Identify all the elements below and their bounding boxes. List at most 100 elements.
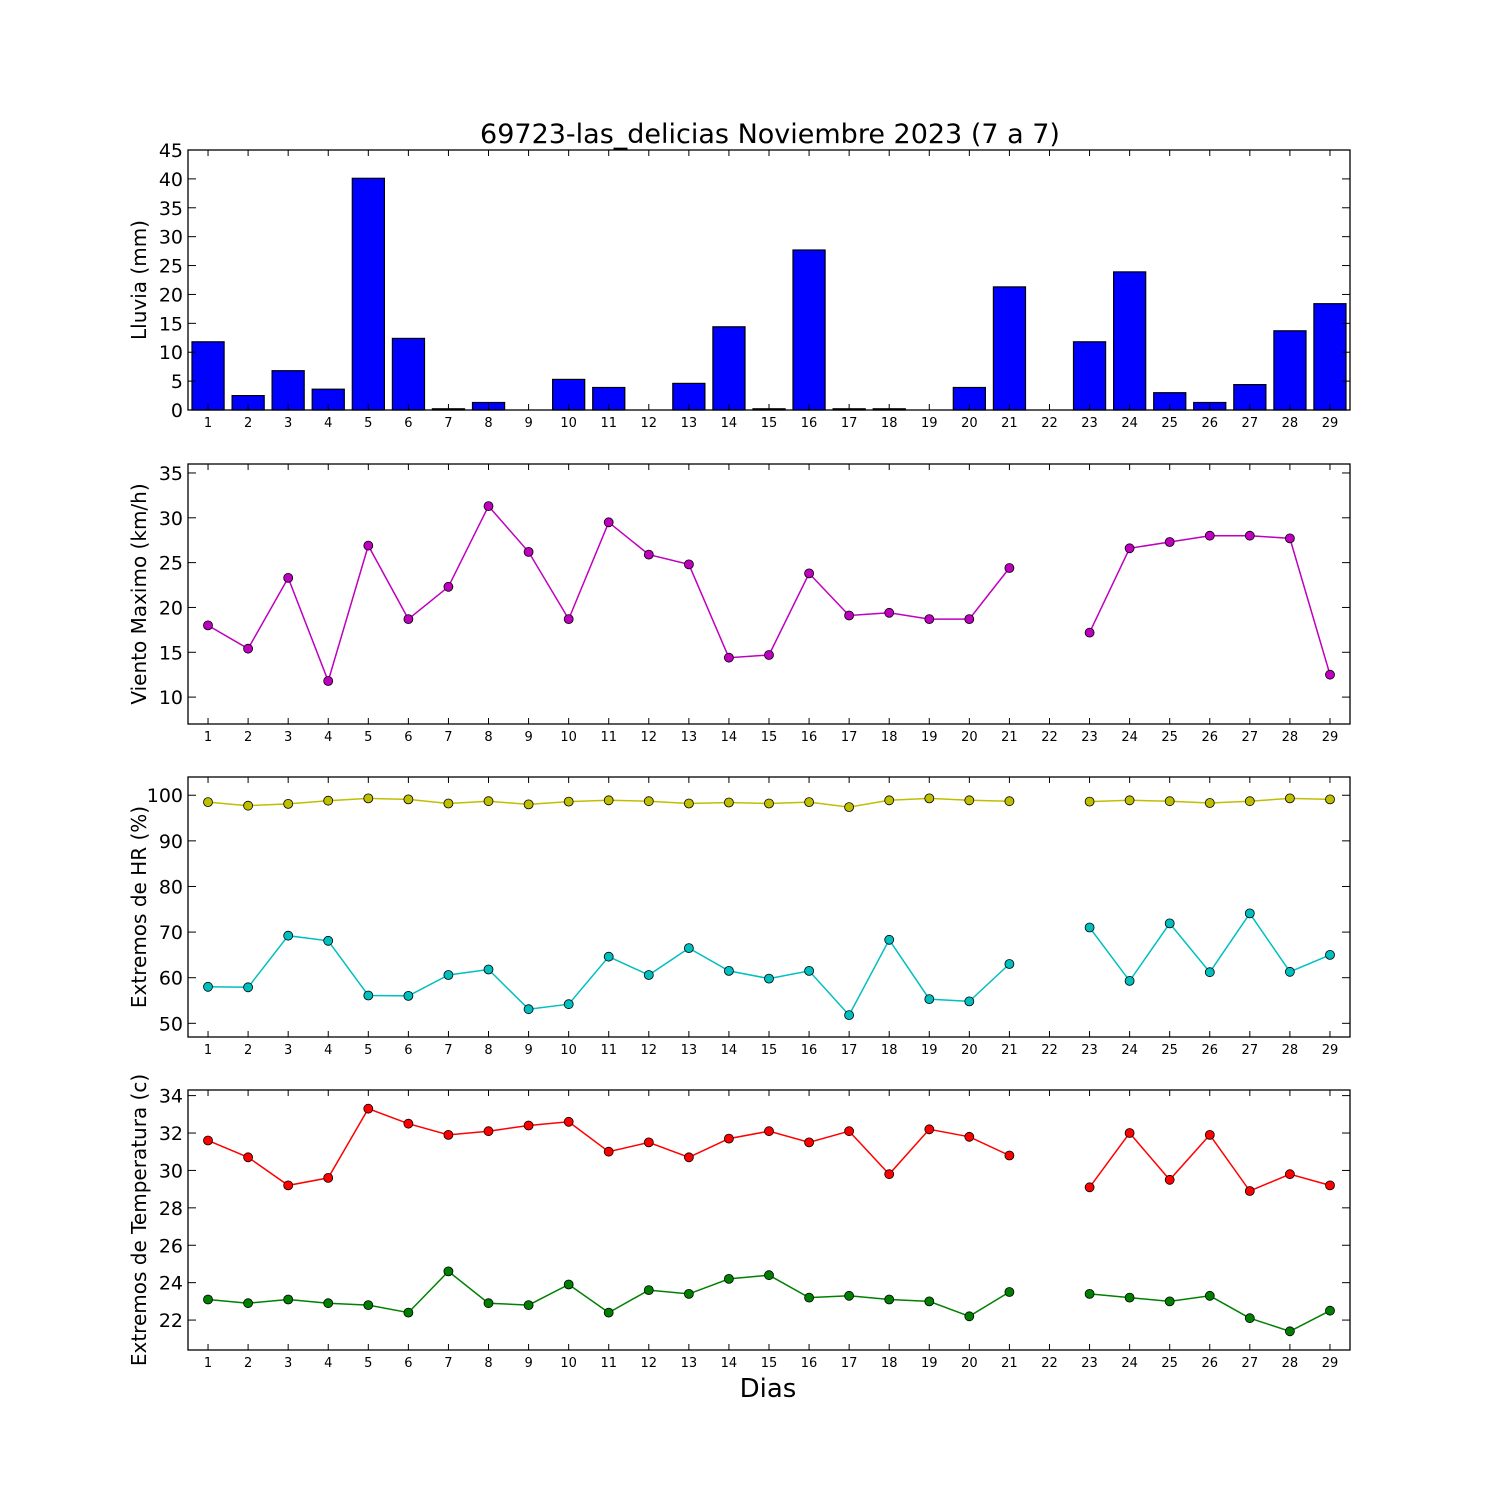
point-humedad-series-1-day-20 [964, 996, 975, 1007]
y-tick-label-humedad-80: 80 [159, 876, 183, 898]
x-tick-label-lluvia-7: 7 [444, 416, 452, 431]
point-temperatura-series-0-day-28 [1285, 1169, 1295, 1180]
x-tick-label-humedad-25: 25 [1161, 1043, 1178, 1058]
x-tick-label-viento-26: 26 [1201, 730, 1218, 745]
point-viento-series-0-day-20 [964, 614, 975, 624]
bar-lluvia-day-3 [271, 370, 305, 411]
bar-lluvia-day-14 [712, 326, 746, 411]
point-viento-series-0-day-5 [363, 540, 374, 551]
x-tick-label-lluvia-15: 15 [761, 416, 778, 431]
x-tick-label-lluvia-5: 5 [364, 416, 372, 431]
y-tick-label-lluvia-30: 30 [159, 227, 183, 249]
point-humedad-series-0-day-10 [563, 796, 574, 807]
x-tick-label-viento-28: 28 [1282, 730, 1299, 745]
point-humedad-series-0-day-23 [1084, 796, 1095, 807]
point-temperatura-series-1-day-27 [1244, 1313, 1255, 1324]
point-humedad-series-0-day-15 [764, 798, 774, 809]
point-temperatura-series-0-day-15 [764, 1126, 774, 1137]
point-temperatura-series-0-day-11 [603, 1146, 614, 1157]
x-tick-label-lluvia-19: 19 [921, 416, 938, 431]
point-temperatura-series-1-day-13 [684, 1289, 694, 1299]
point-temperatura-series-0-day-17 [844, 1126, 854, 1137]
point-temperatura-series-1-day-17 [844, 1290, 854, 1301]
point-humedad-series-1-day-16 [804, 966, 814, 976]
point-humedad-series-0-day-3 [283, 799, 294, 809]
point-viento-series-0-day-27 [1244, 530, 1255, 541]
x-tick-label-lluvia-11: 11 [600, 416, 617, 431]
point-humedad-series-1-day-25 [1164, 918, 1175, 929]
point-temperatura-series-0-day-8 [483, 1126, 494, 1137]
point-temperatura-series-1-day-10 [563, 1279, 574, 1290]
x-tick-label-temperatura-1: 1 [204, 1356, 212, 1371]
x-tick-label-lluvia-16: 16 [801, 416, 818, 431]
point-temperatura-series-1-day-11 [603, 1307, 614, 1318]
point-humedad-series-0-day-28 [1285, 793, 1295, 804]
x-tick-label-lluvia-8: 8 [484, 416, 492, 431]
y-tick-label-viento-15: 15 [159, 642, 183, 664]
point-temperatura-series-0-day-24 [1124, 1128, 1135, 1138]
x-tick-label-humedad-23: 23 [1081, 1043, 1098, 1058]
x-tick-label-temperatura-5: 5 [364, 1356, 372, 1371]
point-viento-series-0-day-15 [764, 650, 774, 660]
point-viento-series-0-day-21 [1004, 563, 1015, 573]
x-tick-label-temperatura-28: 28 [1282, 1356, 1299, 1371]
x-tick-label-viento-18: 18 [881, 730, 898, 745]
x-tick-label-lluvia-23: 23 [1081, 416, 1098, 431]
y-tick-label-temperatura-28: 28 [159, 1198, 183, 1220]
x-tick-label-lluvia-2: 2 [244, 416, 252, 431]
point-temperatura-series-0-day-25 [1164, 1174, 1175, 1185]
point-humedad-series-1-day-1 [203, 981, 213, 992]
x-tick-label-humedad-27: 27 [1242, 1043, 1259, 1058]
x-tick-label-humedad-26: 26 [1201, 1043, 1218, 1058]
x-tick-label-temperatura-6: 6 [404, 1356, 412, 1371]
x-tick-label-humedad-11: 11 [600, 1043, 617, 1058]
y-axis-label-humedad: Extremos de HR (%) [127, 806, 151, 1008]
x-tick-label-lluvia-26: 26 [1201, 416, 1218, 431]
point-temperatura-series-0-day-10 [563, 1116, 574, 1127]
x-tick-label-temperatura-9: 9 [524, 1356, 532, 1371]
point-humedad-series-0-day-8 [483, 796, 494, 807]
point-temperatura-series-0-day-4 [323, 1173, 334, 1183]
y-tick-label-lluvia-10: 10 [159, 342, 183, 364]
point-humedad-series-1-day-5 [363, 990, 374, 1001]
point-temperatura-series-0-day-27 [1244, 1186, 1255, 1196]
x-tick-label-lluvia-27: 27 [1242, 416, 1259, 431]
x-tick-label-humedad-4: 4 [324, 1043, 332, 1058]
x-tick-label-lluvia-17: 17 [841, 416, 858, 431]
point-temperatura-series-1-day-24 [1124, 1292, 1135, 1303]
point-temperatura-series-1-day-19 [924, 1296, 935, 1307]
x-tick-label-lluvia-12: 12 [641, 416, 658, 431]
point-humedad-series-1-day-7 [443, 970, 454, 980]
point-humedad-series-0-day-2 [243, 800, 254, 811]
bar-lluvia-day-28 [1273, 330, 1307, 411]
x-tick-label-humedad-17: 17 [841, 1043, 858, 1058]
point-humedad-series-1-day-29 [1325, 950, 1335, 960]
x-tick-label-viento-5: 5 [364, 730, 372, 745]
point-viento-series-0-day-1 [203, 620, 213, 631]
x-tick-label-temperatura-26: 26 [1201, 1356, 1218, 1371]
x-tick-label-temperatura-16: 16 [801, 1356, 818, 1371]
point-viento-series-0-day-7 [443, 581, 454, 592]
point-temperatura-series-0-day-5 [363, 1103, 374, 1114]
point-humedad-series-0-day-20 [964, 795, 975, 806]
y-tick-label-temperatura-32: 32 [159, 1123, 183, 1145]
x-tick-label-viento-9: 9 [524, 730, 532, 745]
point-humedad-series-0-day-14 [724, 797, 734, 808]
point-humedad-series-1-day-15 [764, 973, 774, 984]
point-humedad-series-1-day-10 [563, 999, 574, 1010]
x-tick-label-viento-17: 17 [841, 730, 858, 745]
x-tick-label-lluvia-6: 6 [404, 416, 412, 431]
y-tick-label-humedad-60: 60 [159, 968, 183, 990]
point-humedad-series-0-day-6 [403, 794, 414, 805]
point-temperatura-series-0-day-29 [1325, 1180, 1335, 1191]
point-humedad-series-1-day-4 [323, 935, 334, 946]
x-tick-label-temperatura-20: 20 [961, 1356, 978, 1371]
point-temperatura-series-0-day-7 [443, 1130, 454, 1140]
x-tick-label-viento-15: 15 [761, 730, 778, 745]
x-tick-label-lluvia-28: 28 [1282, 416, 1299, 431]
y-tick-label-lluvia-40: 40 [159, 169, 183, 191]
point-humedad-series-1-day-8 [483, 964, 494, 975]
bar-lluvia-day-21 [992, 286, 1027, 411]
x-tick-label-lluvia-18: 18 [881, 416, 898, 431]
